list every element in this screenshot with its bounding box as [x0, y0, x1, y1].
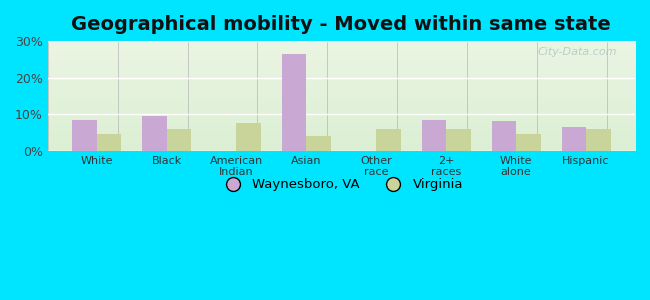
Bar — [282, 54, 306, 151]
Bar — [142, 116, 166, 151]
Bar — [97, 134, 121, 151]
Bar — [166, 129, 191, 151]
Bar — [376, 129, 401, 151]
Bar — [72, 120, 97, 151]
Bar — [237, 123, 261, 151]
Title: Geographical mobility - Moved within same state: Geographical mobility - Moved within sam… — [72, 15, 611, 34]
Bar — [586, 129, 610, 151]
Bar — [422, 120, 447, 151]
Bar — [491, 122, 516, 151]
Bar — [516, 134, 541, 151]
Bar — [306, 136, 331, 151]
Bar — [447, 129, 471, 151]
Legend: Waynesboro, VA, Virginia: Waynesboro, VA, Virginia — [214, 173, 469, 197]
Text: City-Data.com: City-Data.com — [538, 46, 617, 57]
Bar — [562, 127, 586, 151]
